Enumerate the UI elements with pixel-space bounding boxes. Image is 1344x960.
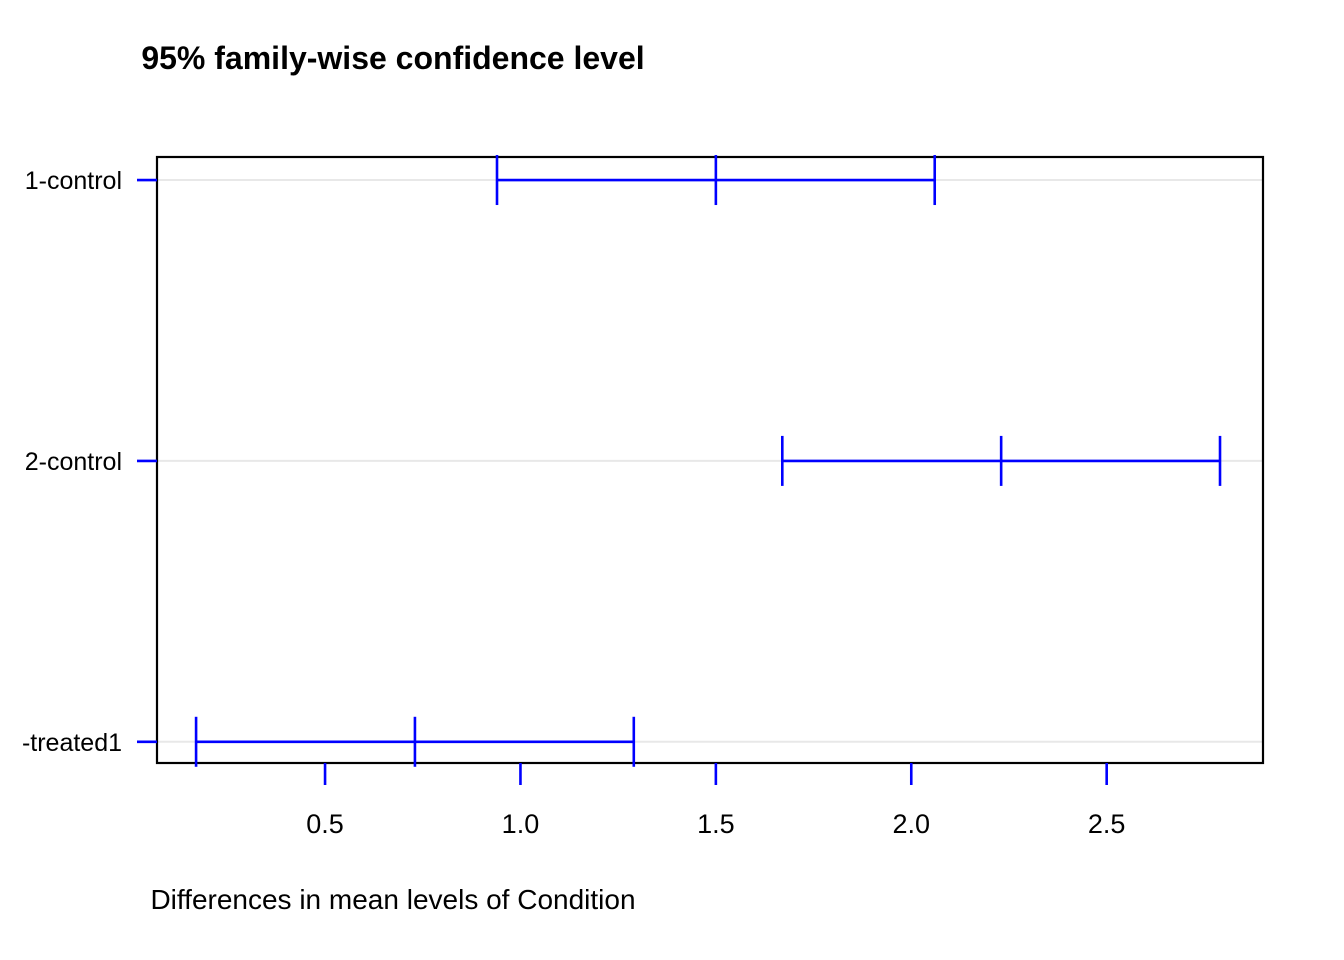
- y-tick-label: -treated1: [22, 729, 122, 757]
- x-tick-label: 0.5: [306, 809, 344, 839]
- x-axis-label: Differences in mean levels of Condition: [0, 884, 1344, 916]
- x-tick-label: 1.5: [697, 809, 735, 839]
- chart-title-text: 95% family-wise confidence level: [141, 40, 645, 76]
- chart-title: 95% family-wise confidence level: [0, 40, 1344, 77]
- y-tick-label: 1-control: [25, 167, 122, 195]
- x-axis-label-text: Differences in mean levels of Condition: [150, 884, 636, 915]
- x-tick-label: 1.0: [502, 809, 540, 839]
- x-tick-label: 2.5: [1088, 809, 1126, 839]
- y-tick-label: 2-control: [25, 448, 122, 476]
- x-tick-label: 2.0: [892, 809, 930, 839]
